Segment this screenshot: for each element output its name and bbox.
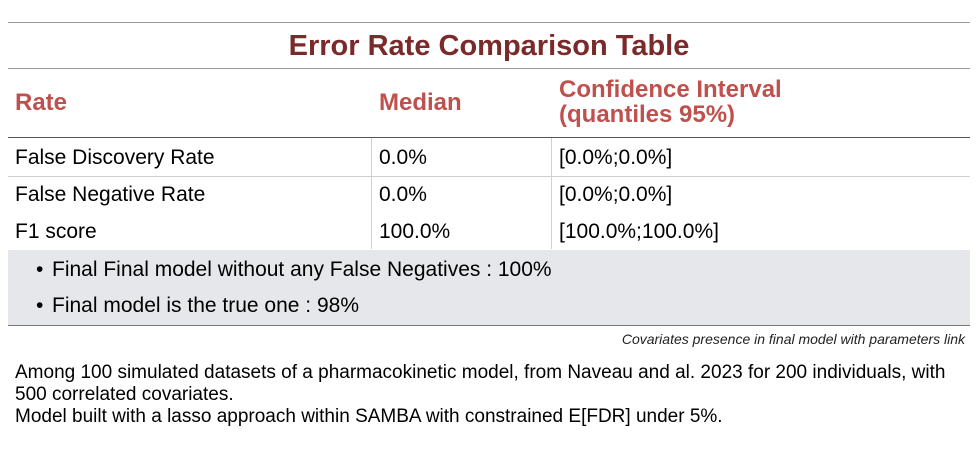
ci-header-line2: (quantiles 95%) [559, 101, 736, 128]
notes-panel: • Final Final model without any False Neg… [8, 250, 970, 325]
column-divider [551, 138, 552, 249]
note-text: Final model is the true one : 98% [52, 294, 360, 317]
bullet-icon: • [36, 258, 44, 281]
table-row: False Discovery Rate 0.0% [0.0%;0.0%] [8, 139, 970, 176]
title-bottom-rule [8, 68, 970, 69]
table-title: Error Rate Comparison Table [288, 30, 690, 62]
cell-median: 100.0% [379, 220, 451, 243]
cell-rate: False Negative Rate [15, 183, 206, 206]
table-row: F1 score 100.0% [100.0%;100.0%] [8, 213, 970, 250]
cell-rate: F1 score [15, 220, 97, 243]
cell-ci: [0.0%;0.0%] [559, 146, 673, 169]
cell-median: 0.0% [379, 146, 427, 169]
column-header-rate: Rate [15, 89, 68, 116]
note-text: Final Final model without any False Nega… [52, 258, 552, 281]
footer-text: Among 100 simulated datasets of a pharma… [15, 362, 955, 428]
column-header-median: Median [379, 89, 462, 116]
note-item: • Final Final model without any False Neg… [36, 251, 552, 288]
column-header-confidence-interval: Confidence Interval (quantiles 95%) [559, 77, 782, 127]
cell-median: 0.0% [379, 183, 427, 206]
row-divider [8, 176, 970, 177]
cell-ci: [0.0%;0.0%] [559, 183, 673, 206]
table-row: False Negative Rate 0.0% [0.0%;0.0%] [8, 176, 970, 213]
cell-rate: False Discovery Rate [15, 146, 215, 169]
column-divider [371, 138, 372, 249]
notes-bottom-rule [8, 325, 970, 326]
footer-line: Model built with a lasso approach within… [15, 406, 723, 427]
ci-header-line1: Confidence Interval [559, 76, 782, 103]
bullet-icon: • [36, 294, 44, 317]
header-rule [8, 137, 970, 138]
footer-line: Among 100 simulated datasets of a pharma… [15, 362, 946, 405]
table-caption: Covariates presence in final model with … [621, 331, 965, 347]
title-top-rule [8, 22, 970, 23]
note-item: • Final model is the true one : 98% [36, 287, 359, 324]
cell-ci: [100.0%;100.0%] [559, 220, 719, 243]
